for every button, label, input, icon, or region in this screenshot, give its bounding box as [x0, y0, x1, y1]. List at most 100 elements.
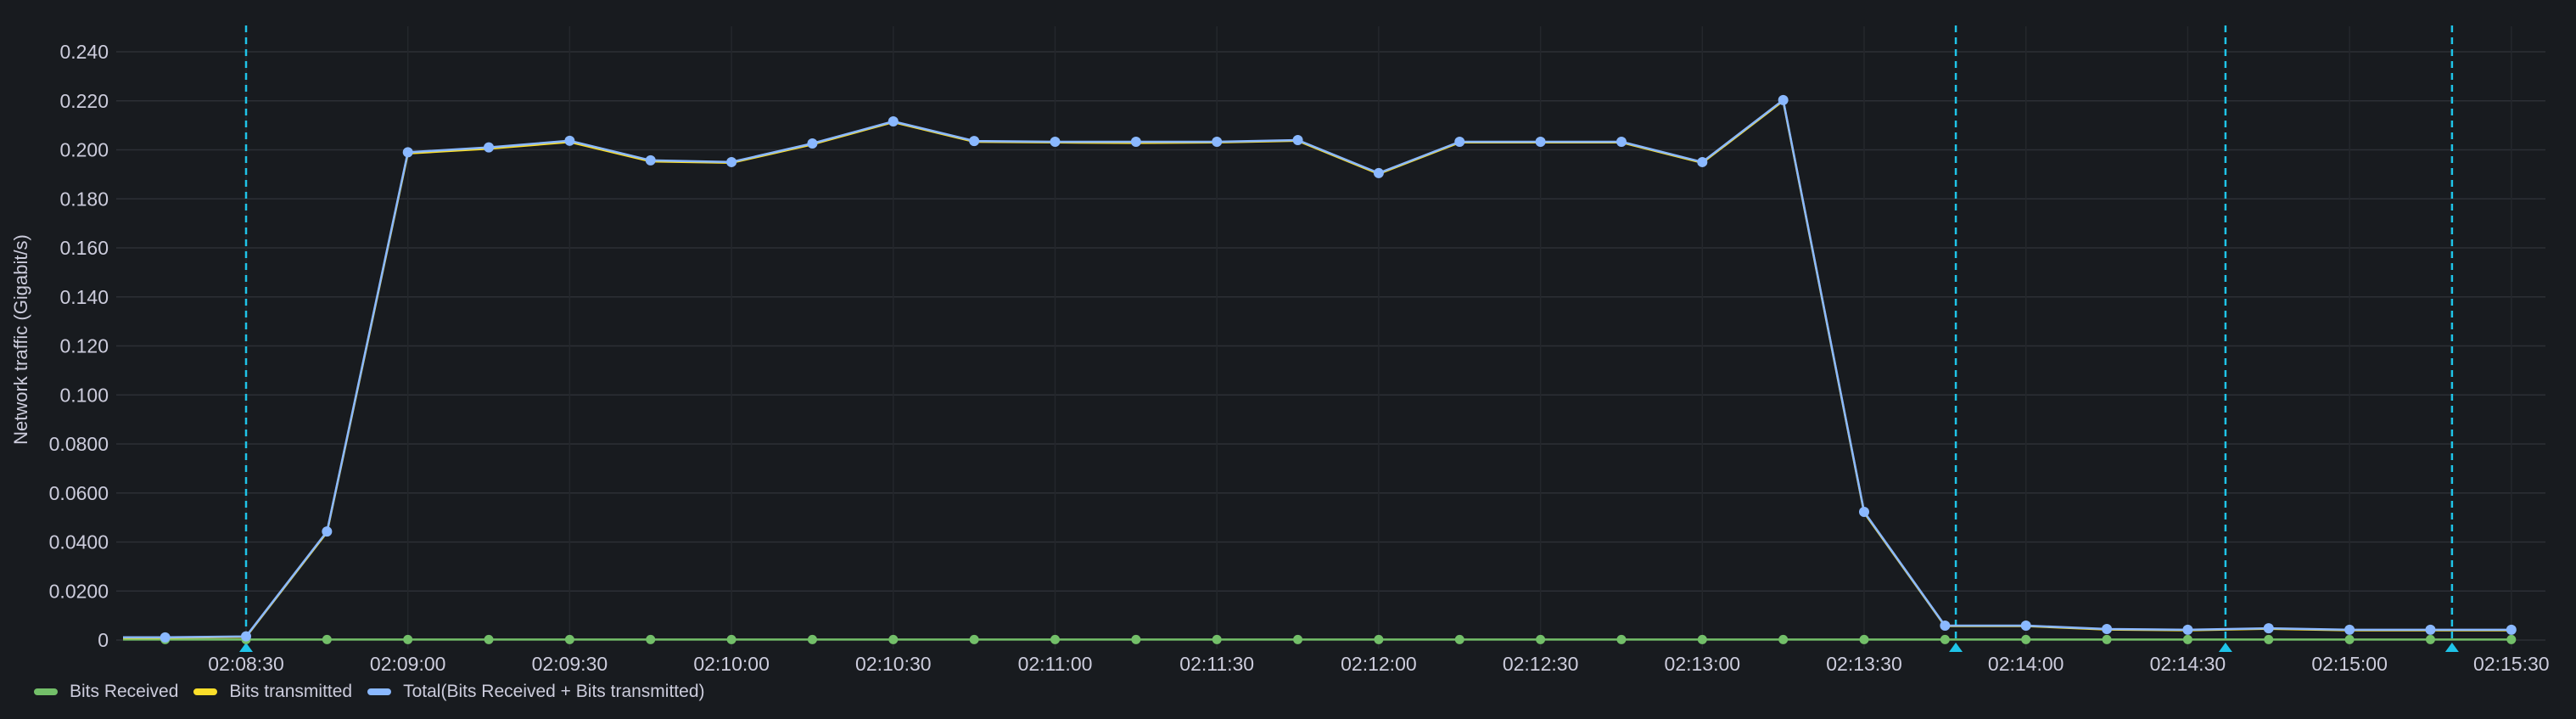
- data-point[interactable]: [1697, 634, 1707, 644]
- x-tick-label: 02:10:00: [693, 653, 770, 675]
- x-tick-label: 02:09:00: [370, 653, 446, 675]
- data-point[interactable]: [1859, 506, 1869, 517]
- data-point[interactable]: [2506, 634, 2517, 644]
- data-point[interactable]: [1374, 634, 1384, 644]
- legend-item-bits-transmitted[interactable]: Bits transmitted: [193, 682, 352, 702]
- legend: Bits Received Bits transmitted Total(Bit…: [34, 679, 705, 705]
- y-tick-label: 0.0600: [49, 482, 109, 504]
- y-tick-label: 0.140: [59, 286, 109, 308]
- data-point[interactable]: [888, 634, 899, 644]
- annotation-marker-icon[interactable]: [1949, 643, 1963, 652]
- series-line: [123, 99, 2512, 639]
- x-tick-label: 02:12:30: [1503, 653, 1579, 675]
- data-point[interactable]: [2102, 634, 2112, 644]
- x-axis: 02:08:30 02:09:00 02:09:30 02:10:00 02:10:30…: [208, 653, 2549, 675]
- y-tick-label: 0.120: [59, 335, 109, 357]
- x-tick-label: 02:13:00: [1665, 653, 1741, 675]
- y-axis: 0 0.0200 0.0400 0.0600 0.0800 0.100 0.120 0.140…: [49, 41, 109, 651]
- grid-lines: [116, 26, 2545, 649]
- data-point[interactable]: [1940, 634, 1950, 644]
- data-point[interactable]: [1697, 156, 1708, 167]
- data-point[interactable]: [1130, 136, 1141, 147]
- data-point[interactable]: [1050, 634, 1060, 644]
- legend-item-total[interactable]: Total(Bits Received + Bits transmitted): [367, 682, 705, 702]
- annotation-marker-icon[interactable]: [2444, 643, 2459, 652]
- data-point[interactable]: [645, 154, 656, 166]
- y-tick-label: 0.0800: [49, 433, 109, 455]
- data-point[interactable]: [1859, 634, 1869, 644]
- data-point[interactable]: [484, 142, 495, 153]
- data-point[interactable]: [1536, 634, 1546, 644]
- data-point[interactable]: [2344, 624, 2355, 635]
- data-point[interactable]: [888, 116, 899, 127]
- data-point[interactable]: [646, 634, 656, 644]
- data-point[interactable]: [1293, 634, 1303, 644]
- data-point[interactable]: [807, 138, 818, 149]
- annotation-markers[interactable]: [239, 25, 2459, 652]
- data-point[interactable]: [322, 634, 332, 644]
- data-point[interactable]: [726, 156, 737, 167]
- y-tick-label: 0.180: [59, 188, 109, 210]
- data-point[interactable]: [403, 634, 413, 644]
- x-tick-label: 02:15:30: [2473, 653, 2550, 675]
- data-point[interactable]: [1616, 136, 1627, 147]
- data-point[interactable]: [1778, 94, 1789, 105]
- data-point[interactable]: [1778, 634, 1789, 644]
- data-point[interactable]: [2425, 624, 2436, 635]
- legend-label: Bits Received: [70, 682, 179, 701]
- legend-label: Total(Bits Received + Bits transmitted): [403, 682, 705, 701]
- y-tick-label: 0.240: [59, 41, 109, 63]
- data-point[interactable]: [2263, 623, 2274, 634]
- data-point[interactable]: [1050, 136, 1061, 147]
- data-point[interactable]: [484, 634, 494, 644]
- annotation-marker-icon[interactable]: [239, 643, 253, 652]
- data-point[interactable]: [564, 634, 574, 644]
- data-point[interactable]: [2102, 624, 2113, 635]
- data-point[interactable]: [969, 634, 979, 644]
- data-point[interactable]: [726, 634, 736, 644]
- legend-swatch-icon: [367, 688, 392, 695]
- data-point[interactable]: [160, 632, 171, 643]
- series-lines: [123, 94, 2517, 644]
- legend-label: Bits transmitted: [229, 682, 353, 701]
- annotation-marker-icon[interactable]: [2218, 643, 2232, 652]
- data-point[interactable]: [2182, 634, 2192, 644]
- x-tick-label: 02:11:00: [1018, 653, 1093, 675]
- y-tick-label: 0: [98, 629, 109, 651]
- data-point[interactable]: [807, 634, 817, 644]
- series-line: [123, 98, 2512, 639]
- x-tick-label: 02:13:30: [1826, 653, 1902, 675]
- data-point[interactable]: [1454, 634, 1464, 644]
- y-axis-label: Network traffic (Gigabit/s): [10, 234, 31, 445]
- legend-item-bits-received[interactable]: Bits Received: [34, 682, 178, 702]
- y-tick-label: 0.200: [59, 139, 109, 161]
- data-point[interactable]: [1454, 136, 1465, 147]
- x-tick-label: 02:15:00: [2311, 653, 2388, 675]
- data-point[interactable]: [322, 526, 333, 537]
- data-point[interactable]: [2020, 620, 2031, 631]
- legend-swatch-icon: [34, 688, 58, 695]
- data-point[interactable]: [241, 631, 251, 642]
- data-point[interactable]: [969, 136, 980, 147]
- data-point[interactable]: [2182, 624, 2193, 635]
- data-point[interactable]: [1940, 620, 1951, 631]
- data-point[interactable]: [1212, 634, 1222, 644]
- data-point[interactable]: [1292, 134, 1303, 145]
- data-point[interactable]: [1131, 634, 1141, 644]
- data-point[interactable]: [1616, 634, 1627, 644]
- data-point[interactable]: [2506, 624, 2517, 635]
- x-tick-label: 02:10:30: [855, 653, 932, 675]
- data-point[interactable]: [564, 135, 575, 146]
- data-point[interactable]: [1535, 136, 1546, 147]
- data-point[interactable]: [2021, 634, 2031, 644]
- data-point[interactable]: [402, 147, 413, 158]
- data-point[interactable]: [2264, 634, 2274, 644]
- data-point[interactable]: [2344, 634, 2355, 644]
- x-tick-label: 02:14:00: [1988, 653, 2064, 675]
- data-point[interactable]: [1373, 167, 1384, 178]
- data-point[interactable]: [1212, 136, 1223, 147]
- data-point[interactable]: [2425, 634, 2435, 644]
- x-tick-label: 02:11:30: [1179, 653, 1254, 675]
- x-tick-label: 02:09:30: [532, 653, 608, 675]
